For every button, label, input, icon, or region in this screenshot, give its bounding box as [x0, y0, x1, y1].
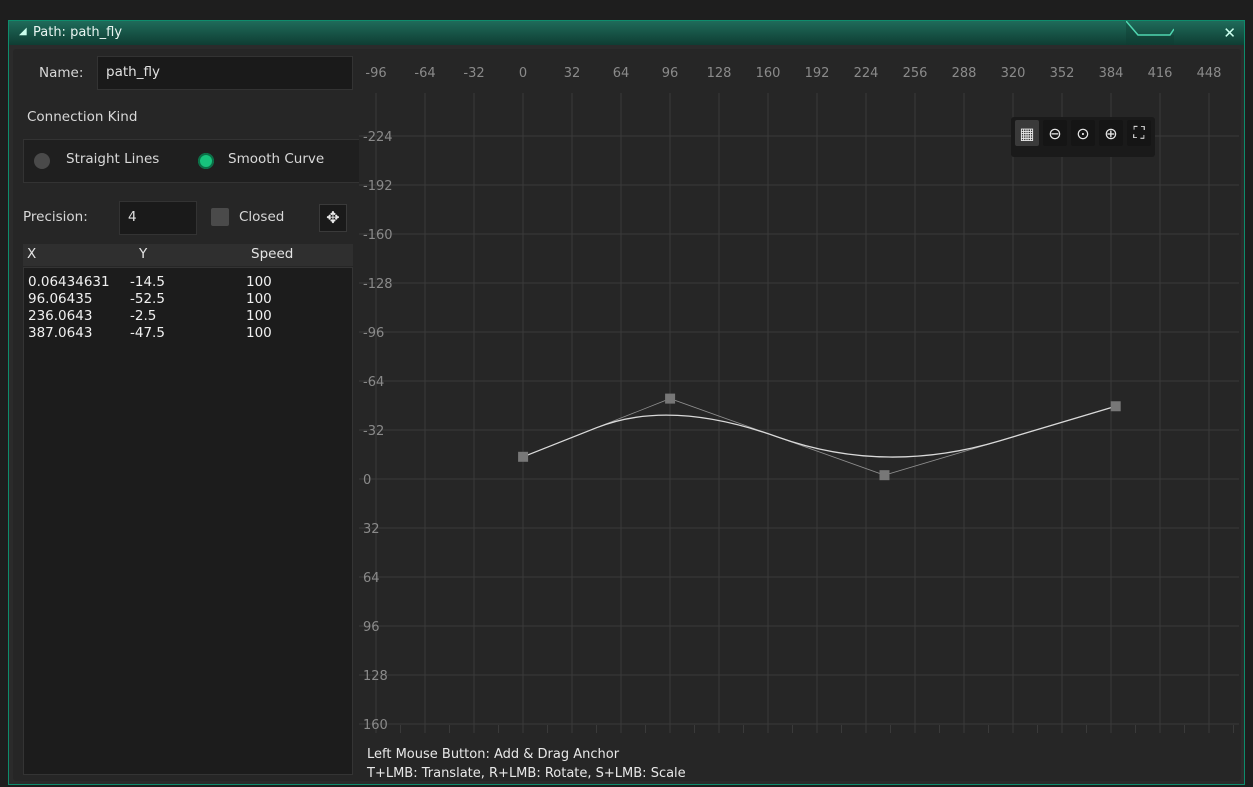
x-tick-label: 320 — [1001, 66, 1026, 81]
name-label: Name: — [39, 65, 84, 81]
closed-label[interactable]: Closed — [239, 209, 285, 225]
canvas-background — [359, 53, 1239, 749]
y-tick-label: 128 — [363, 669, 388, 684]
x-tick-label: 32 — [564, 66, 581, 81]
name-field[interactable]: path_fly — [97, 56, 353, 90]
radio-smooth-curve[interactable] — [198, 153, 214, 169]
status-line-add-anchor: Left Mouse Button: Add & Drag Anchor — [367, 747, 620, 762]
title-bar[interactable]: ◢ Path: path_fly ✕ — [9, 21, 1244, 45]
column-header-x[interactable]: X — [27, 246, 37, 262]
y-tick-label: 0 — [363, 473, 371, 488]
column-header-speed[interactable]: Speed — [251, 246, 294, 262]
path-editor-window: ◢ Path: path_fly ✕ Name: path_fly Connec… — [8, 20, 1245, 785]
x-tick-label: 64 — [613, 66, 630, 81]
y-tick-label: -32 — [363, 424, 384, 439]
x-tick-label: 416 — [1148, 66, 1173, 81]
path-anchor-point[interactable] — [518, 451, 529, 462]
path-anchor-point[interactable] — [1110, 401, 1121, 412]
points-table: 0.06434631 -14.5 100 96.06435 -52.5 100 … — [23, 267, 353, 775]
fullscreen-icon[interactable]: ⛶ — [1127, 120, 1151, 146]
window-title: Path: path_fly — [33, 25, 123, 40]
smooth-path-curve — [522, 405, 1116, 458]
grid-icon[interactable]: ▦ — [1015, 120, 1039, 146]
window-body: Name: path_fly Connection Kind Straight … — [13, 49, 1241, 781]
table-row[interactable]: 96.06435 -52.5 100 — [24, 291, 352, 308]
y-tick-label: -192 — [363, 179, 393, 194]
closed-checkbox[interactable] — [211, 208, 229, 226]
x-tick-label: 0 — [519, 66, 527, 81]
y-tick-label: 32 — [363, 522, 380, 537]
x-tick-label: -64 — [414, 66, 435, 81]
y-tick-label: 64 — [363, 571, 380, 586]
x-tick-label: 224 — [854, 66, 879, 81]
precision-label: Precision: — [23, 209, 88, 225]
x-tick-label: 256 — [903, 66, 928, 81]
x-tick-label: 128 — [707, 66, 732, 81]
cell-y: -52.5 — [130, 291, 165, 307]
x-tick-label: -32 — [463, 66, 484, 81]
path-anchor-point[interactable] — [665, 393, 676, 404]
close-button[interactable]: ✕ — [1223, 24, 1236, 42]
precision-field[interactable]: 4 — [119, 201, 197, 235]
y-tick-label: -128 — [363, 277, 393, 292]
cell-y: -14.5 — [130, 274, 165, 290]
path-canvas[interactable]: -96 -64 -32 0 32 64 96 128 160 192 224 256 288 320 352… — [359, 53, 1239, 749]
radio-straight-lines-label[interactable]: Straight Lines — [66, 151, 160, 167]
status-line-transform: T+LMB: Translate, R+LMB: Rotate, S+LMB: … — [367, 766, 686, 781]
y-tick-label: -64 — [363, 375, 384, 390]
y-tick-label: -224 — [363, 130, 393, 145]
cell-speed: 100 — [246, 325, 272, 341]
x-tick-label: -96 — [365, 66, 386, 81]
collapse-arrow-icon[interactable]: ◢ — [19, 26, 27, 37]
connection-kind-label: Connection Kind — [27, 109, 138, 125]
zoom-out-icon[interactable]: ⊖ — [1043, 120, 1067, 146]
cell-y: -2.5 — [130, 308, 157, 324]
title-tab-decoration — [1126, 21, 1174, 45]
table-row[interactable]: 0.06434631 -14.5 100 — [24, 274, 352, 291]
properties-panel: Name: path_fly Connection Kind Straight … — [23, 49, 361, 781]
path-anchor-point[interactable] — [879, 470, 890, 481]
points-table-header: X Y Speed — [23, 244, 353, 266]
zoom-in-icon[interactable]: ⊕ — [1099, 120, 1123, 146]
x-tick-label: 448 — [1197, 66, 1222, 81]
cell-speed: 100 — [246, 308, 272, 324]
cell-x: 387.0643 — [28, 325, 93, 341]
move-path-button[interactable]: ✥ — [319, 204, 347, 232]
cell-y: -47.5 — [130, 325, 165, 341]
status-hints: Left Mouse Button: Add & Drag Anchor T+L… — [367, 745, 686, 783]
x-tick-label: 352 — [1050, 66, 1075, 81]
cell-x: 0.06434631 — [28, 274, 110, 290]
x-tick-label: 160 — [756, 66, 781, 81]
cell-speed: 100 — [246, 291, 272, 307]
y-tick-label: 96 — [363, 620, 380, 635]
y-tick-label: -160 — [363, 228, 393, 243]
x-tick-label: 192 — [805, 66, 830, 81]
connection-kind-group: Straight Lines Smooth Curve — [23, 139, 361, 183]
zoom-reset-icon[interactable]: ⊙ — [1071, 120, 1095, 146]
x-tick-label: 384 — [1099, 66, 1124, 81]
radio-smooth-curve-label[interactable]: Smooth Curve — [228, 151, 325, 167]
x-tick-label: 96 — [662, 66, 679, 81]
x-tick-label: 288 — [952, 66, 977, 81]
cell-x: 96.06435 — [28, 291, 93, 307]
table-row[interactable]: 387.0643 -47.5 100 — [24, 325, 352, 342]
radio-straight-lines[interactable] — [34, 153, 50, 169]
y-tick-label: 160 — [363, 718, 388, 733]
column-header-y[interactable]: Y — [139, 246, 148, 262]
canvas-toolbar: ▦ ⊖ ⊙ ⊕ ⛶ — [1011, 117, 1155, 157]
cell-x: 236.0643 — [28, 308, 93, 324]
y-tick-label: -96 — [363, 326, 384, 341]
table-row[interactable]: 236.0643 -2.5 100 — [24, 308, 352, 325]
cell-speed: 100 — [246, 274, 272, 290]
